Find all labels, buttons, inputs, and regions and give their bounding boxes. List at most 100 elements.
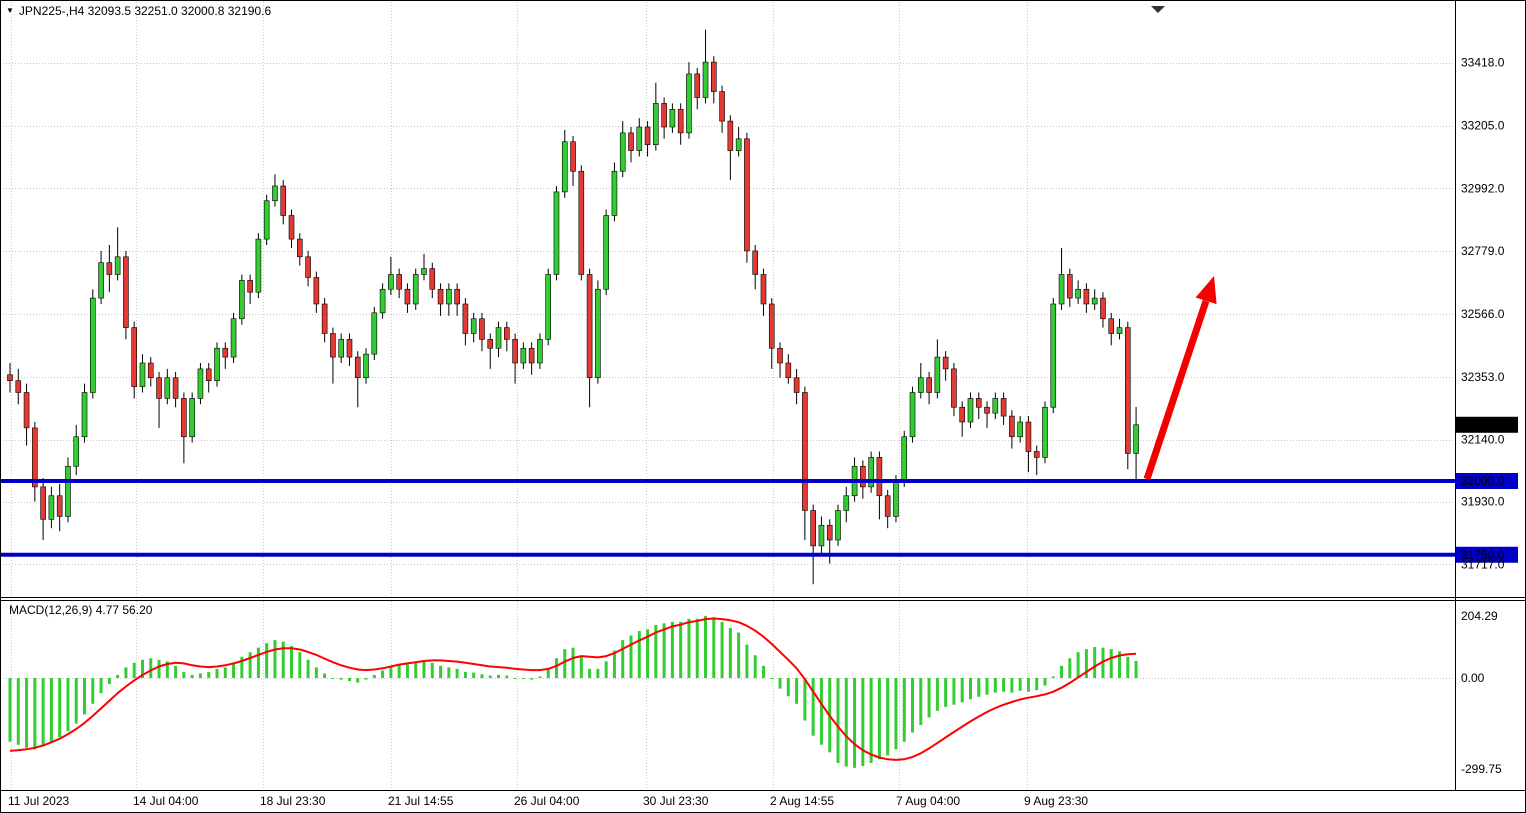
- macd-bar: [422, 661, 426, 678]
- candle-down: [884, 495, 891, 517]
- candle-down: [321, 303, 328, 334]
- candle-up: [446, 288, 452, 305]
- candle-down: [106, 262, 113, 275]
- macd-bar: [993, 678, 997, 693]
- macd-bar: [753, 655, 757, 678]
- time-tick-label: 18 Jul 23:30: [260, 794, 326, 808]
- candle-up: [263, 200, 270, 240]
- candle-up: [338, 339, 345, 358]
- macd-bar: [795, 678, 799, 704]
- candle-down: [710, 61, 717, 92]
- macd-bar: [836, 678, 840, 763]
- macd-bar: [563, 649, 567, 678]
- candle-up: [1058, 274, 1065, 305]
- macd-bar: [521, 678, 525, 679]
- time-axis-labels[interactable]: 11 Jul 2023 14 Jul 04:00 18 Jul 23:30 21 Ju…: [8, 794, 1088, 808]
- candle-up: [686, 73, 692, 134]
- candle-down: [23, 392, 30, 429]
- candle-up: [1017, 421, 1023, 438]
- candle-up: [1050, 303, 1057, 408]
- macd-bar: [331, 678, 335, 679]
- candle-down: [172, 377, 179, 399]
- candle-down: [744, 138, 750, 252]
- macd-bar: [621, 640, 625, 678]
- macd-bar: [41, 678, 45, 747]
- macd-bar: [215, 668, 219, 678]
- candle-down: [404, 288, 411, 305]
- candle-up: [843, 495, 850, 511]
- macd-bar: [579, 656, 583, 678]
- candle-up: [421, 268, 427, 275]
- macd-tick-label: 204.29: [1461, 609, 1498, 623]
- candle-up: [1075, 288, 1081, 299]
- macd-bar: [695, 618, 699, 678]
- candle-up: [239, 280, 245, 320]
- macd-bar: [1051, 676, 1055, 678]
- candle-up: [371, 312, 378, 355]
- support-line-31750.0[interactable]: 31750.0: [0, 546, 1518, 563]
- candle-down: [975, 398, 982, 408]
- candle-down: [760, 274, 767, 305]
- candle-up: [114, 256, 121, 275]
- price-tick-label: 31717.0: [1461, 557, 1505, 571]
- macd-bar: [66, 678, 70, 732]
- macd-bar: [74, 678, 78, 724]
- candle-up: [470, 318, 477, 334]
- candle-down: [32, 427, 38, 488]
- candle-down: [802, 392, 808, 511]
- candle-down: [926, 377, 932, 393]
- macd-signal-line: [9, 617, 1137, 761]
- macd-bar: [886, 678, 890, 756]
- candle-down: [503, 327, 510, 340]
- price-tick-label: 33418.0: [1461, 56, 1505, 70]
- macd-bar: [761, 665, 765, 678]
- price-tick-label: 32353.0: [1461, 370, 1505, 384]
- candle-up: [1091, 297, 1098, 305]
- macd-bar: [223, 667, 227, 678]
- candle-down: [147, 362, 154, 379]
- chart-shift-marker-icon[interactable]: [1151, 6, 1165, 13]
- macd-bar: [720, 621, 724, 678]
- candle-down: [512, 339, 518, 364]
- macd-bar: [919, 678, 923, 726]
- macd-bar: [985, 678, 989, 695]
- candle-down: [628, 132, 634, 151]
- candle-up: [363, 353, 369, 379]
- candle-down: [984, 406, 990, 414]
- macd-bar: [513, 678, 517, 679]
- macd-bar: [629, 635, 633, 678]
- symbol-dropdown-icon[interactable]: ▼: [6, 6, 14, 15]
- macd-bar: [952, 678, 956, 705]
- time-tick-label: 26 Jul 04:00: [514, 794, 580, 808]
- macd-bar: [256, 647, 260, 678]
- macd-bar: [91, 678, 95, 704]
- macd-bar: [389, 665, 393, 678]
- candle-up: [537, 339, 543, 364]
- macd-bar: [604, 661, 608, 678]
- support-price-badge-label: 32000.0: [1461, 474, 1505, 488]
- candle-down: [437, 288, 444, 305]
- price-tick-label: 31930.0: [1461, 495, 1505, 509]
- candle-down: [222, 347, 229, 358]
- macd-bar: [49, 678, 53, 742]
- candle-down: [181, 398, 187, 438]
- candle-down: [156, 377, 162, 399]
- macd-bar: [290, 646, 294, 678]
- macd-bar: [430, 662, 434, 678]
- candle-up: [893, 480, 899, 517]
- trend-arrow[interactable]: [1143, 276, 1217, 481]
- macd-bar: [1126, 656, 1130, 678]
- candle-up: [65, 465, 71, 517]
- candle-up: [73, 436, 80, 467]
- time-tick-label: 11 Jul 2023: [8, 794, 69, 808]
- candle-down: [570, 141, 576, 172]
- candle-up: [255, 238, 262, 293]
- macd-bar: [405, 664, 409, 678]
- macd-axis-labels[interactable]: 204.29 0.00 -299.75: [1461, 609, 1502, 776]
- price-axis-labels[interactable]: 33418.0 33205.0 32992.0 32779.0 32566.0 32353…: [1461, 56, 1505, 572]
- candle-up: [934, 356, 941, 393]
- candle-down: [479, 318, 485, 340]
- candle-up: [735, 138, 742, 151]
- support-line-32000.0[interactable]: 32000.0: [0, 473, 1518, 489]
